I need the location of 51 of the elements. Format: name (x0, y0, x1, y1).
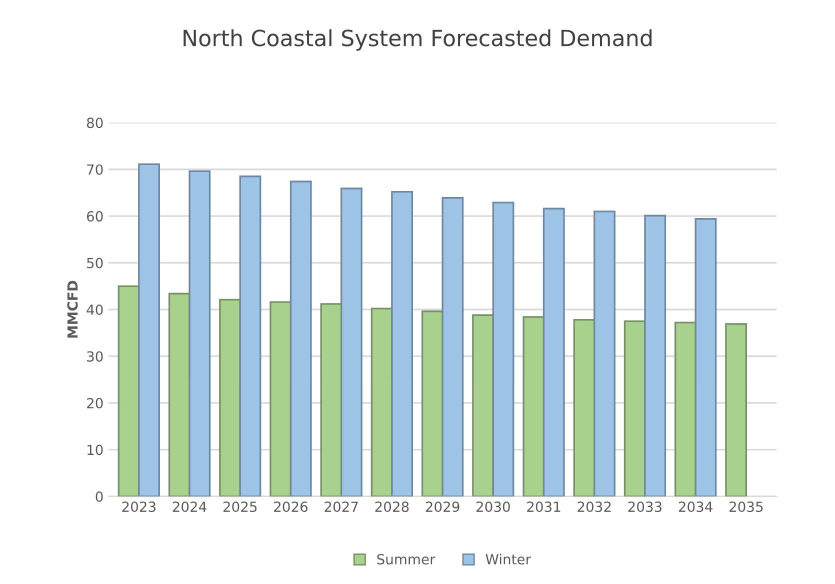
x-tick-label: 2027 (324, 502, 358, 512)
x-tick-label: 2024 (172, 502, 206, 512)
bar (472, 314, 494, 496)
y-tick-label: 60 (86, 211, 103, 222)
bar (725, 323, 748, 496)
y-tick-label: 80 (86, 118, 103, 128)
x-tick-label: 2033 (628, 502, 662, 512)
bar (340, 188, 362, 496)
x-tick-label: 2031 (527, 502, 560, 512)
x-tick-label: 2028 (375, 502, 409, 512)
chart-title: North Coastal System Forecasted Demand (184, 29, 652, 51)
x-tick-label: 2035 (730, 502, 763, 512)
y-axis-title: MMCFD (67, 280, 78, 338)
bar (188, 170, 211, 496)
y-tick-label: 50 (87, 258, 103, 268)
bar (594, 210, 616, 496)
y-tick-label: 30 (87, 351, 103, 362)
bar (391, 190, 414, 496)
bar (522, 316, 545, 496)
bar (421, 310, 444, 496)
bar (674, 322, 696, 496)
bar (219, 298, 241, 496)
bar (542, 208, 565, 496)
y-tick-label: 10 (88, 444, 103, 456)
bar (270, 301, 292, 496)
bar (573, 318, 596, 496)
bar (694, 218, 717, 496)
bar (168, 292, 190, 496)
bar (644, 214, 666, 496)
bar (320, 303, 342, 496)
x-tick-label: 2025 (223, 502, 257, 512)
bar (118, 285, 140, 496)
y-tick-label: 0 (96, 491, 103, 502)
y-tick-label: 40 (86, 304, 103, 315)
bar (492, 202, 514, 496)
bar (370, 308, 393, 496)
bar (239, 176, 262, 496)
x-tick-label: 2032 (578, 502, 611, 512)
y-tick-label: 70 (87, 164, 103, 175)
x-tick-label: 2029 (426, 502, 460, 512)
x-tick-label: 2030 (476, 502, 510, 512)
x-tick-label: 2026 (274, 502, 308, 512)
bar (624, 320, 646, 496)
x-tick-label: 2034 (678, 502, 712, 512)
legend-label: Summer (377, 554, 436, 564)
bar (138, 163, 160, 496)
bar (290, 180, 312, 496)
bar (442, 197, 464, 496)
y-tick-label: 20 (87, 398, 103, 408)
x-tick-label: 2023 (122, 502, 156, 512)
legend-label: Winter (486, 554, 532, 564)
